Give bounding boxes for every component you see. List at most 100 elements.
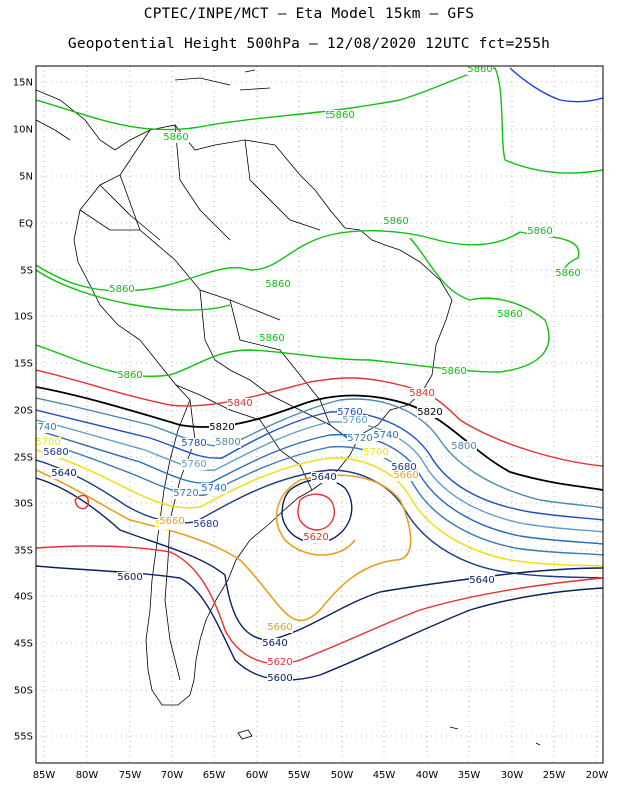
contour-label: 5680: [193, 519, 218, 530]
contour-label-bg: [267, 622, 293, 633]
lat-tick-label: 45S: [14, 639, 33, 650]
contour-label-bg: [329, 110, 355, 121]
contour-5600: [36, 565, 603, 681]
contour-label-bg: [497, 309, 523, 320]
contour-label-bg: [347, 433, 373, 444]
contour-label-bg: [469, 575, 495, 586]
lon-tick-label: 25W: [543, 770, 566, 781]
contour-label: 5600: [267, 673, 292, 684]
contour-label-bg: [265, 279, 291, 290]
contour-5820: [36, 386, 603, 491]
contour-5780: [36, 409, 603, 521]
lat-tick-label: EQ: [19, 219, 33, 230]
contour-label-bg: [173, 488, 199, 499]
lat-tick-label: 40S: [14, 592, 33, 603]
contour-label: 5620: [267, 657, 292, 668]
contour-label: 5620: [303, 532, 328, 543]
contour-5620: [36, 545, 603, 665]
lat-tick-label: 15S: [14, 359, 33, 370]
contour-label: 5640: [469, 575, 494, 586]
contour-label: 5740: [201, 483, 226, 494]
contour-labels: 5860 5860 5860 5860 5860 5860 5860 5860 5860 5860…: [31, 64, 581, 684]
contour-label-bg: [193, 519, 219, 530]
contour-label-bg: [467, 66, 493, 75]
contour-label-bg: [417, 407, 443, 418]
axis-ticks: 15N 10N 5N EQ 5S 10S 15S 20S 25S 30S 35S 40S 45S 50S 5…: [13, 78, 609, 782]
contour-label-bg: [409, 388, 435, 399]
contour-label-bg: [303, 532, 329, 543]
contour-5860-south: [36, 237, 550, 377]
contour-5880: [509, 67, 603, 103]
contour-label-bg: [383, 216, 409, 227]
lon-tick-label: 70W: [161, 770, 184, 781]
contour-label: 5860: [555, 268, 580, 279]
contour-label: 5840: [409, 388, 434, 399]
contour-label: 5800: [215, 437, 240, 448]
lon-tick-label: 50W: [331, 770, 354, 781]
lat-tick-label: 55S: [14, 732, 33, 743]
contour-label: 5640: [51, 468, 76, 479]
contour-label: 5860: [259, 333, 284, 344]
lon-tick-label: 45W: [373, 770, 396, 781]
contour-5800: [36, 397, 603, 509]
contour-label: 5860: [383, 216, 408, 227]
contour-5620-west: [74, 494, 90, 510]
contour-label: 5660: [393, 470, 418, 481]
contour-label-bg: [267, 657, 293, 668]
contour-label: 5740: [373, 430, 398, 441]
contour-label: 5820: [417, 407, 442, 418]
lon-tick-label: 35W: [458, 770, 481, 781]
contour-label: 5860: [265, 279, 290, 290]
contour-label: 5660: [159, 516, 184, 527]
contour-label-bg: [311, 472, 337, 483]
lon-tick-label: 85W: [33, 770, 56, 781]
contour-label-bg: [181, 438, 207, 449]
contour-label: 5640: [262, 638, 287, 649]
contour-label: 5640: [311, 472, 336, 483]
contour-label-bg: [441, 366, 467, 377]
contour-label: 5840: [227, 398, 252, 409]
contour-label-bg: [109, 284, 135, 295]
contour-label-bg: [201, 483, 227, 494]
contour-label: 5780: [181, 438, 206, 449]
contour-label: 5680: [43, 447, 68, 458]
lon-tick-label: 75W: [119, 770, 142, 781]
contour-lines: [36, 67, 603, 681]
contour-label-bg: [342, 415, 368, 426]
contour-label: 5860: [163, 132, 188, 143]
contour-label-bg: [259, 333, 285, 344]
lon-tick-label: 60W: [246, 770, 269, 781]
contour-label-bg: [527, 226, 553, 237]
contour-label: 5660: [267, 622, 292, 633]
contour-label-bg: [181, 459, 207, 470]
lat-tick-label: 20S: [14, 406, 33, 417]
contour-label: 5860: [109, 284, 134, 295]
contour-label: 5860: [497, 309, 522, 320]
contour-label: 5740: [31, 422, 56, 433]
contour-label: 5820: [209, 422, 234, 433]
contour-label: 5860: [441, 366, 466, 377]
lon-tick-label: 80W: [76, 770, 99, 781]
contour-label-bg: [393, 470, 419, 481]
lat-tick-label: 25S: [14, 453, 33, 464]
lat-tick-label: 10N: [13, 125, 33, 136]
contour-label: 5800: [451, 441, 476, 452]
contour-label: 5760: [337, 407, 362, 418]
contour-5680: [36, 459, 603, 579]
contour-label-bg: [555, 268, 581, 279]
contour-label-bg: [262, 638, 288, 649]
contour-label-bg: [391, 462, 417, 473]
contour-label: 5860: [467, 64, 492, 75]
contour-label: 5700: [35, 437, 60, 448]
contour-label-bg: [363, 447, 389, 458]
map-title-line2: Geopotential Height 500hPa – 12/08/2020 …: [67, 36, 551, 52]
contour-label-bg: [163, 132, 189, 143]
contour-label: 5760: [181, 459, 206, 470]
contour-label: 5860: [527, 226, 552, 237]
map-title-line1: CPTEC/INPE/MCT – Eta Model 15km – GFS: [143, 6, 475, 22]
lat-tick-label: 35S: [14, 546, 33, 557]
contour-label: 5720: [347, 433, 372, 444]
contour-label-bg: [451, 441, 477, 452]
contour-label-bg: [159, 516, 185, 527]
